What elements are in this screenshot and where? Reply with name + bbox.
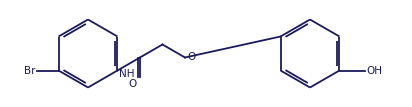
Text: O: O <box>129 79 137 89</box>
Text: Br: Br <box>24 65 35 76</box>
Text: OH: OH <box>366 65 382 76</box>
Text: NH: NH <box>119 69 134 79</box>
Text: O: O <box>187 51 195 62</box>
